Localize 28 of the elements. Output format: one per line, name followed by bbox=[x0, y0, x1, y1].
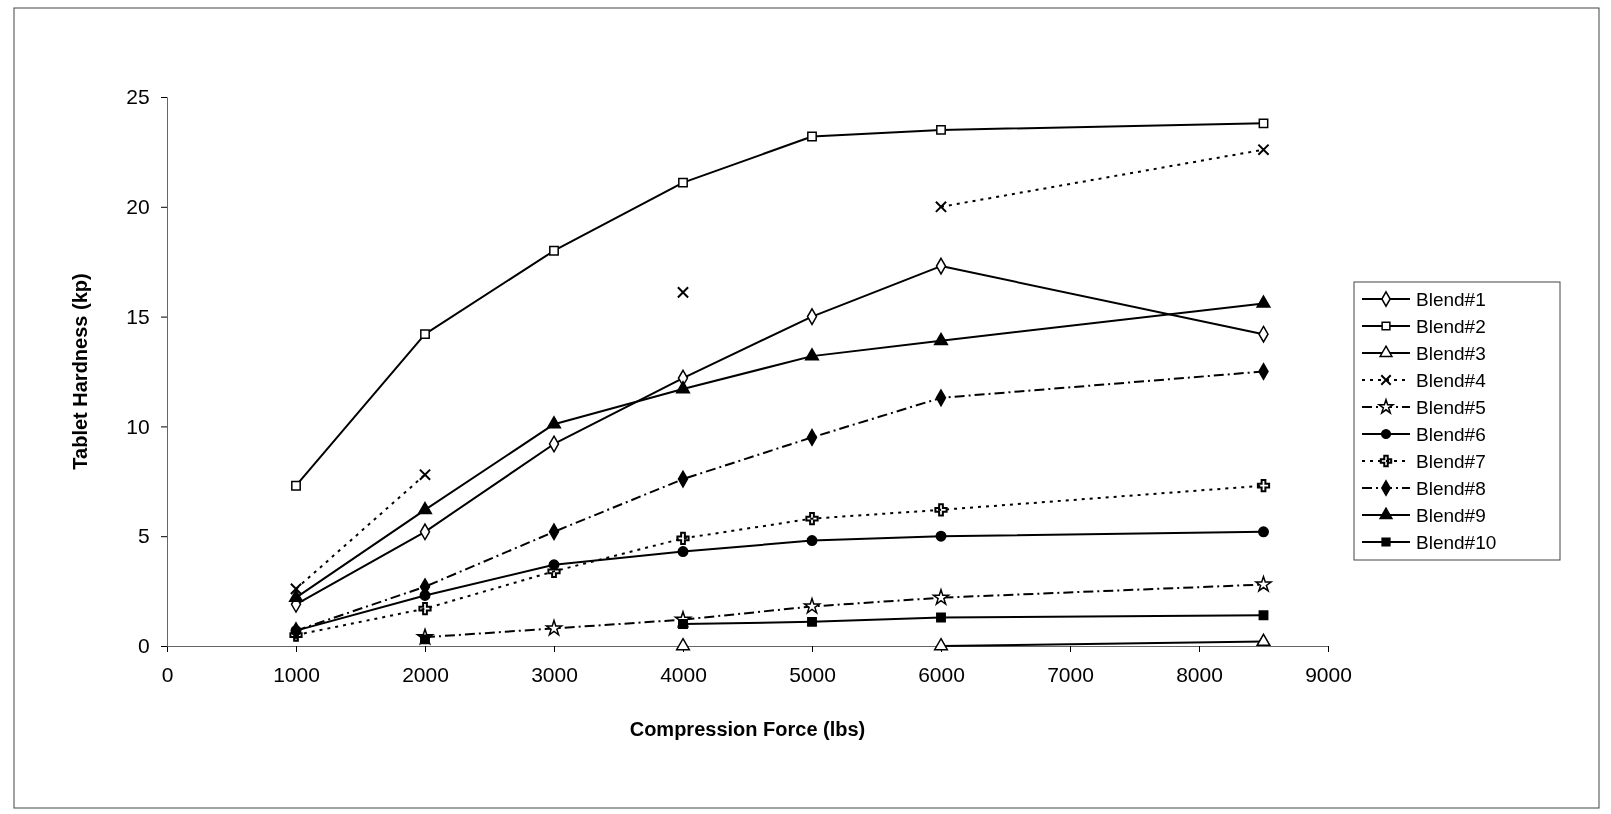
legend-label: Blend#5 bbox=[1416, 397, 1486, 418]
legend-label: Blend#1 bbox=[1416, 289, 1486, 310]
legend-label: Blend#4 bbox=[1416, 370, 1487, 391]
legend-label: Blend#7 bbox=[1416, 451, 1486, 472]
legend-label: Blend#9 bbox=[1416, 505, 1486, 526]
x-tick-label: 5000 bbox=[789, 663, 836, 687]
x-tick-label: 7000 bbox=[1047, 663, 1094, 687]
legend-label: Blend#3 bbox=[1416, 343, 1486, 364]
x-tick-label: 3000 bbox=[531, 663, 578, 687]
y-axis-title: Tablet Hardness (kp) bbox=[69, 273, 91, 470]
y-tick-label: 5 bbox=[137, 524, 150, 548]
x-tick-label: 0 bbox=[161, 663, 174, 687]
legend-label: Blend#6 bbox=[1416, 424, 1486, 445]
y-tick-label: 0 bbox=[137, 634, 150, 658]
x-tick-label: 2000 bbox=[402, 663, 449, 687]
y-tick-label: 20 bbox=[126, 195, 150, 219]
legend-label: Blend#8 bbox=[1416, 478, 1486, 499]
x-tick-label: 6000 bbox=[918, 663, 965, 687]
x-tick-label: 4000 bbox=[660, 663, 707, 687]
x-axis-title: Compression Force (lbs) bbox=[629, 718, 866, 740]
y-tick-label: 25 bbox=[126, 85, 150, 109]
x-tick-label: 8000 bbox=[1176, 663, 1223, 687]
x-tick-label: 9000 bbox=[1305, 663, 1352, 687]
y-tick-label: 15 bbox=[126, 304, 150, 328]
legend-label: Blend#10 bbox=[1416, 532, 1497, 553]
y-tick-label: 10 bbox=[126, 414, 150, 438]
x-tick-label: 1000 bbox=[273, 663, 320, 687]
legend-label: Blend#2 bbox=[1416, 316, 1486, 337]
